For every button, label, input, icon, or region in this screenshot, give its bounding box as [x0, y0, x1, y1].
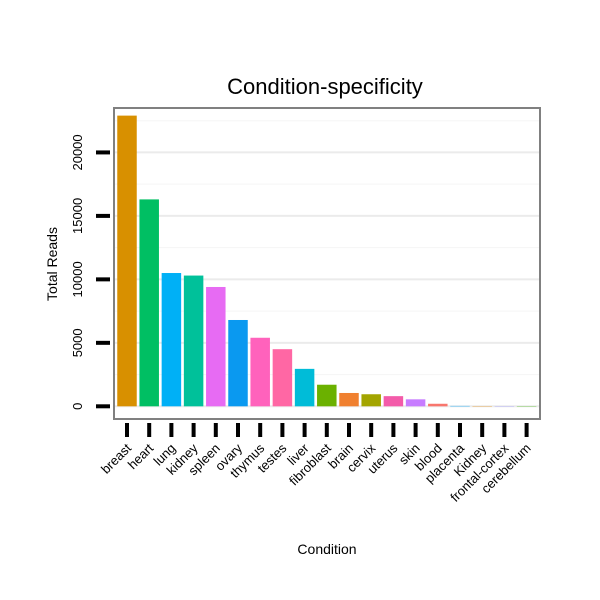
- bar-brain: [339, 392, 359, 407]
- y-axis-ticks: 0 5000 10000 15000 20000: [70, 134, 110, 410]
- bars: [117, 115, 537, 407]
- y-axis-label: Total Reads: [44, 227, 60, 301]
- bar-fibroblast: [317, 384, 337, 407]
- bar-breast: [117, 115, 137, 407]
- y-tick-label: 10000: [70, 261, 85, 297]
- x-axis-ticks: breastheartlungkidneyspleenovarythymuste…: [98, 423, 534, 505]
- bar-spleen: [206, 286, 226, 407]
- bar-skin: [405, 399, 426, 407]
- bar-liver: [294, 368, 315, 407]
- bar-blood: [428, 403, 448, 407]
- bar-testes: [272, 349, 293, 407]
- y-tick-label: 5000: [70, 328, 85, 357]
- x-axis-label: Condition: [297, 541, 356, 557]
- chart-title: Condition-specificity: [227, 74, 423, 99]
- y-tick-label: 15000: [70, 198, 85, 234]
- bar-kidney: [183, 275, 204, 407]
- bar-uterus: [383, 396, 404, 407]
- bar-thymus: [250, 337, 270, 407]
- bar-heart: [139, 199, 159, 407]
- bar-lung: [161, 273, 182, 407]
- plot-frame: [113, 107, 541, 420]
- bar-cervix: [361, 394, 381, 407]
- bar-ovary: [228, 319, 248, 407]
- y-tick-label: 0: [70, 403, 85, 410]
- y-tick-label: 20000: [70, 134, 85, 170]
